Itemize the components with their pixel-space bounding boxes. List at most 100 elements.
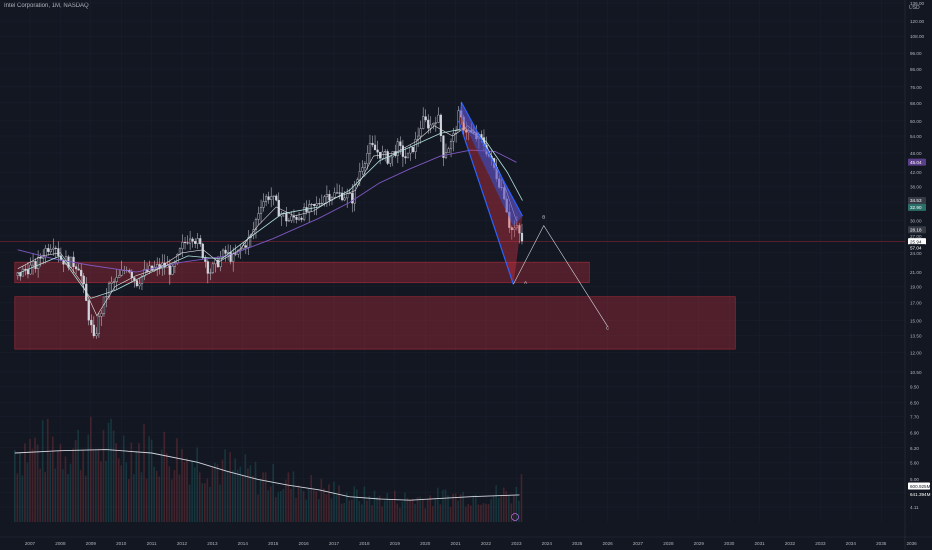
candle-body <box>31 260 35 266</box>
y-tick-label: 10.50 <box>910 370 922 375</box>
price-tag-bg <box>908 238 926 246</box>
candle-body <box>186 242 189 244</box>
candle-body <box>57 248 60 257</box>
candle-body <box>219 257 222 268</box>
candle-body <box>194 241 197 244</box>
volume-tag-bg <box>908 482 930 490</box>
candle-body <box>346 193 349 199</box>
x-tick-label: 2027 <box>633 541 644 546</box>
y-tick-label: 13.50 <box>910 334 922 339</box>
y-tick-label: 96.00 <box>910 51 922 56</box>
moving-averages <box>17 125 523 317</box>
candle-body <box>500 187 503 189</box>
price-tag-label: 28.18 <box>910 228 922 233</box>
candle-body <box>363 163 367 168</box>
candle-body <box>183 242 187 244</box>
candle-body <box>472 131 475 134</box>
candle-body <box>292 215 296 218</box>
candle-body <box>254 219 258 230</box>
candle-body <box>449 141 453 150</box>
candle-body <box>29 264 32 275</box>
y-tick-label: 42.00 <box>910 170 922 175</box>
candle-body <box>414 139 417 152</box>
currency-label: USD <box>909 5 920 11</box>
zone-rect <box>14 296 736 350</box>
candle-body <box>353 184 356 204</box>
candle-body <box>439 114 443 136</box>
candle-body <box>201 243 204 259</box>
candle-body <box>376 149 379 153</box>
candle-body <box>199 238 202 245</box>
candle-body <box>338 192 341 194</box>
candle-body <box>290 215 293 221</box>
y-tick-label: 86.00 <box>910 67 922 72</box>
y-tick-label: 5.60 <box>910 460 919 465</box>
candle-body <box>95 333 98 337</box>
candle-body <box>19 272 22 277</box>
candle-body <box>315 203 318 206</box>
candle-body <box>209 272 212 274</box>
price-tag-bg <box>908 196 926 204</box>
candle-body <box>351 192 354 204</box>
candle-body <box>465 130 468 133</box>
candle-body <box>366 153 369 164</box>
x-tick-label: 2020 <box>420 541 431 546</box>
x-tick-label: 2008 <box>55 541 66 546</box>
candle-body <box>191 238 194 242</box>
candle-body <box>265 196 268 202</box>
wave-label: B <box>542 214 545 219</box>
y-tick-label: 7.70 <box>910 415 919 420</box>
candle-body <box>333 192 336 198</box>
candle-body <box>234 253 237 255</box>
y-tick-label: 6.20 <box>910 446 919 451</box>
candle-body <box>313 204 316 206</box>
wave-label: A <box>524 280 528 285</box>
candle-body <box>285 212 288 222</box>
candle-body <box>498 178 501 188</box>
candle-body <box>503 187 506 200</box>
candle-body <box>396 141 399 156</box>
x-tick-label: 2013 <box>207 541 218 546</box>
candle-body <box>92 324 95 337</box>
candle-body <box>452 133 455 142</box>
candle-body <box>434 122 437 124</box>
candle-body <box>171 266 174 275</box>
candle-body <box>409 146 412 154</box>
x-tick-label: 2019 <box>390 541 401 546</box>
candle-body <box>510 227 513 231</box>
y-tick-label: 108.00 <box>910 34 924 39</box>
candle-body <box>323 196 326 204</box>
candle-body <box>508 211 511 228</box>
y-tick-label: 21.00 <box>910 270 922 275</box>
x-tick-label: 2014 <box>238 541 249 546</box>
event-marker[interactable] <box>511 513 519 521</box>
candle-body <box>216 259 220 268</box>
x-tick-label: 2034 <box>846 541 857 546</box>
candle-body <box>229 251 232 262</box>
candle-body <box>34 260 37 269</box>
candle-body <box>417 135 420 140</box>
y-tick-label: 30.00 <box>910 219 922 224</box>
candle-body <box>21 268 25 277</box>
candle-body <box>270 196 273 200</box>
price-tag-label: 25.94 <box>910 239 922 244</box>
candle-body <box>204 257 207 262</box>
candle-body <box>401 145 405 157</box>
candle-body <box>42 256 45 259</box>
candle-body <box>77 268 80 271</box>
candle-body <box>163 262 166 268</box>
price-tag-label: 57.04 <box>910 245 922 250</box>
price-axis[interactable]: 136.00 120.00 108.00 96.00 86.00 76.00 68.00 60… <box>910 1 924 510</box>
x-tick-label: 2029 <box>694 541 705 546</box>
candle-body <box>341 192 344 201</box>
x-tick-label: 2035 <box>876 541 887 546</box>
candle-body <box>328 194 331 201</box>
time-axis[interactable]: 2007 2008 2009 2010 2011 2012 2013 2014 2015 2016… <box>25 541 917 546</box>
candle-body <box>427 119 430 129</box>
x-tick-label: 2007 <box>25 541 36 546</box>
candle-body <box>399 141 402 146</box>
channel-fill <box>458 102 523 285</box>
